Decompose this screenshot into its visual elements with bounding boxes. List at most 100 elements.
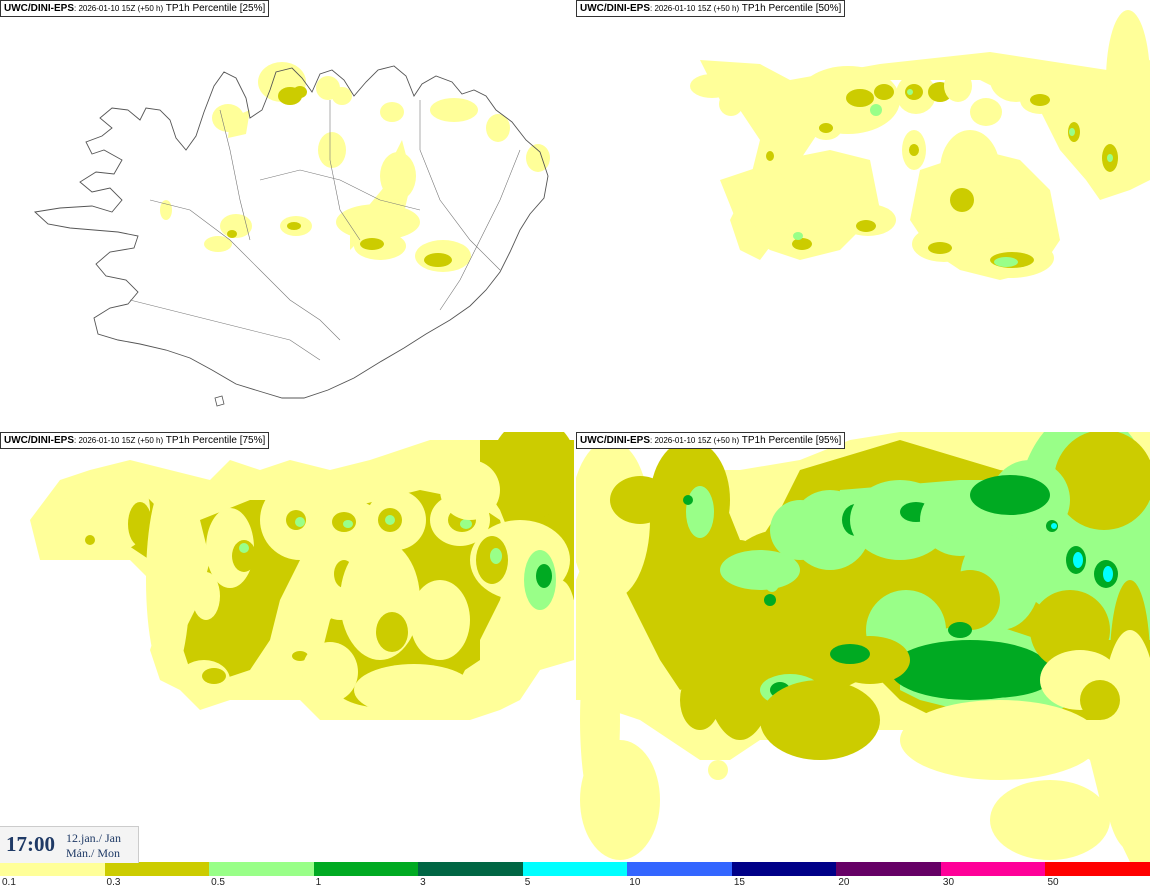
- precip-cell: [793, 232, 803, 240]
- precip-cell: [994, 257, 1018, 267]
- precip-cell: [766, 151, 774, 161]
- precip-layer: [34, 62, 550, 407]
- precip-cell: [295, 517, 305, 527]
- precip-cell: [410, 580, 470, 660]
- precip-cell: [690, 74, 734, 98]
- region-border: [329, 100, 361, 241]
- precip-cell: [909, 144, 919, 156]
- legend-swatch: [104, 862, 211, 876]
- panel-title: UWC/DINI-EPS: 2026-01-10 15Z (+50 h) TP1…: [0, 432, 270, 449]
- precip-cell: [1069, 128, 1075, 136]
- valid-time-box: 17:00 12.jan./ Jan Mán./ Mon: [0, 826, 139, 863]
- precip-map: [576, 432, 1150, 862]
- precip-cell: [336, 204, 420, 240]
- precip-cell: [1030, 590, 1110, 670]
- legend-swatch: [731, 862, 838, 876]
- region-border: [129, 299, 321, 361]
- region-border: [259, 169, 421, 211]
- precip-cell: [85, 535, 95, 545]
- legend-label: 10: [629, 877, 641, 888]
- precip-cell: [360, 238, 384, 250]
- precip-cell: [1073, 552, 1083, 568]
- westman-islands: [214, 395, 225, 407]
- precip-cell: [830, 644, 870, 664]
- precip-cell: [380, 152, 416, 200]
- precip-cell: [424, 253, 452, 267]
- precip-cell: [840, 204, 896, 236]
- precip-cell: [287, 222, 301, 230]
- precip-cell: [870, 104, 882, 116]
- precip-cell: [720, 550, 800, 590]
- color-legend: 0.1 0.3 0.5 1 3 5 10 15 20 30 50: [0, 862, 1150, 891]
- precip-cell: [928, 242, 952, 254]
- legend-label: 0.3: [106, 877, 121, 888]
- precip-cell: [332, 87, 352, 105]
- precip-cell: [202, 668, 226, 684]
- precip-cell: [526, 144, 550, 172]
- precip-cell: [970, 98, 1002, 126]
- precip-cell: [54, 498, 78, 530]
- precip-cell: [905, 84, 923, 100]
- precip-cell: [940, 570, 1000, 630]
- legend-label: 0.5: [211, 877, 225, 888]
- legend-label: 0.1: [2, 877, 16, 888]
- precip-cell: [1080, 680, 1120, 720]
- precip-cell: [708, 760, 728, 780]
- map-panel-p75: UWC/DINI-EPS: 2026-01-10 15Z (+50 h) TP1…: [0, 432, 574, 862]
- map-panel-p25: UWC/DINI-EPS: 2026-01-10 15Z (+50 h) TP1…: [0, 0, 574, 430]
- precip-cell: [192, 572, 220, 620]
- precip-cell: [930, 662, 1050, 698]
- precip-cell: [680, 670, 720, 730]
- precip-cell: [318, 132, 346, 168]
- precip-cell: [792, 238, 812, 250]
- precip-cell: [907, 89, 913, 95]
- precip-cell: [760, 680, 880, 760]
- precip-cell: [874, 84, 894, 100]
- precip-cell: [850, 480, 950, 560]
- map-panel-p95: UWC/DINI-EPS: 2026-01-10 15Z (+50 h) TP1…: [576, 432, 1150, 862]
- precip-cell: [146, 480, 190, 680]
- precip-cell: [380, 102, 404, 122]
- legend-label: 5: [524, 877, 531, 888]
- legend-swatch: [313, 862, 420, 876]
- legend-swatch: [522, 862, 629, 876]
- region-border: [439, 149, 521, 311]
- precip-cell: [944, 70, 972, 102]
- precip-cell: [232, 540, 256, 572]
- panel-title: UWC/DINI-EPS: 2026-01-10 15Z (+50 h) TP1…: [576, 432, 846, 449]
- precip-cell: [440, 460, 500, 520]
- precip-layer: [30, 432, 574, 720]
- precip-cell: [204, 236, 232, 252]
- legend-swatch: [209, 862, 315, 876]
- precip-cell: [900, 700, 1100, 780]
- precip-cell: [293, 86, 307, 98]
- precip-map: [34, 62, 550, 407]
- precip-cell: [376, 612, 408, 652]
- legend-label: 1: [315, 877, 322, 888]
- legend-label: 20: [838, 877, 850, 888]
- precip-cell: [536, 564, 552, 588]
- precip-layer: [576, 432, 1150, 862]
- precip-cell: [490, 432, 570, 520]
- precip-cell: [846, 89, 874, 107]
- precip-cell: [128, 502, 152, 546]
- precip-cell: [490, 548, 502, 564]
- legend-label: 50: [1047, 877, 1059, 888]
- precip-field: [34, 62, 550, 407]
- precip-cell: [430, 98, 478, 122]
- precip-cell: [486, 114, 510, 142]
- legend-swatch: [836, 862, 942, 876]
- legend-swatch: [940, 862, 1047, 876]
- precip-cell: [227, 230, 237, 238]
- legend-swatch: [627, 862, 733, 876]
- precip-cell: [292, 651, 308, 661]
- precip-cell: [1051, 523, 1057, 529]
- precip-cell: [686, 486, 714, 538]
- precip-cell: [1030, 94, 1050, 106]
- precip-cell: [904, 672, 964, 692]
- precip-map: [690, 10, 1150, 280]
- valid-date: 12.jan./ Jan: [66, 831, 121, 845]
- legend-swatch: [418, 862, 524, 876]
- precip-cell: [354, 664, 474, 716]
- precip-cell: [460, 519, 472, 529]
